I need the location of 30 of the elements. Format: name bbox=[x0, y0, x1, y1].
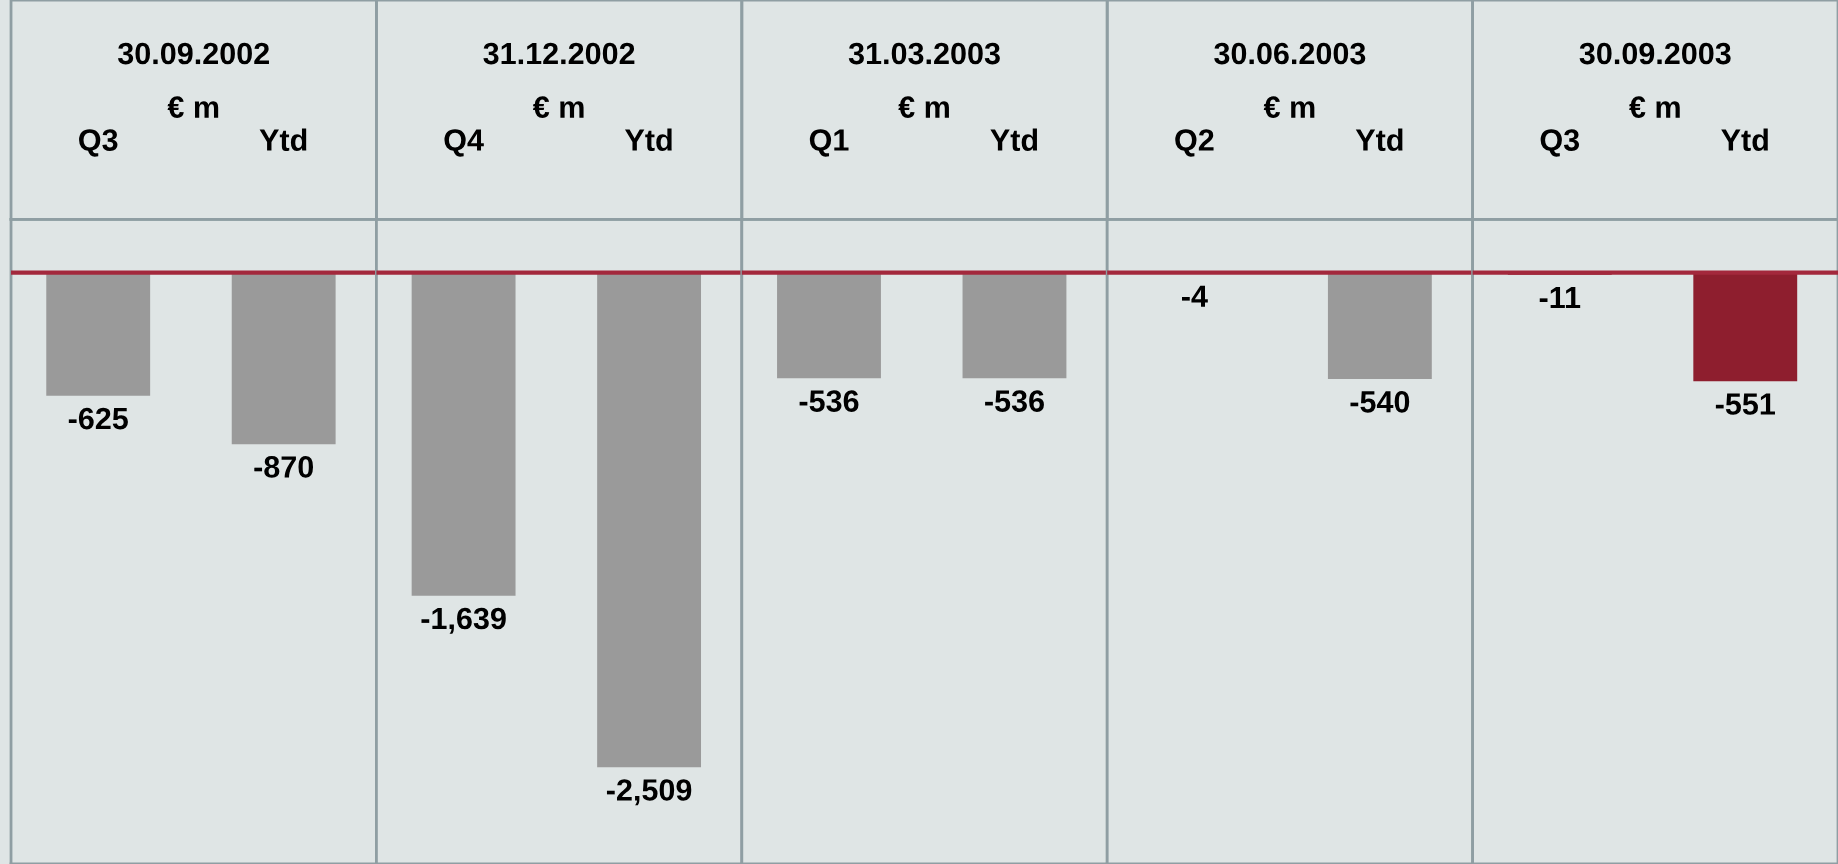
chart-title: 31.12.2002 bbox=[483, 42, 635, 65]
chart-title: 31.03.2003 bbox=[848, 42, 1000, 65]
data-label: -11 bbox=[1539, 287, 1581, 309]
x-tick-label: Q3 bbox=[79, 129, 118, 157]
chart-title: 30.09.2003 bbox=[1579, 42, 1731, 65]
data-label: -625 bbox=[68, 407, 128, 430]
data-label: -870 bbox=[254, 456, 314, 478]
x-tick-label: Q1 bbox=[809, 129, 849, 157]
chart-subtitle: € m bbox=[898, 96, 949, 118]
chart-title: 30.06.2003 bbox=[1214, 42, 1366, 65]
x-tick-label: Ytd bbox=[1721, 128, 1768, 151]
chart-subtitle: € m bbox=[1263, 96, 1315, 118]
data-label: -536 bbox=[985, 390, 1044, 412]
chart-subtitle: € m bbox=[167, 96, 219, 118]
data-label: -4 bbox=[1182, 285, 1208, 307]
chart-subtitle: € m bbox=[532, 96, 584, 118]
data-label: -551 bbox=[1715, 393, 1775, 415]
x-tick-label: Q3 bbox=[1540, 129, 1580, 157]
data-label: -540 bbox=[1350, 391, 1410, 413]
chart-subtitle: € m bbox=[1629, 96, 1680, 118]
x-tick-label: Q2 bbox=[1175, 129, 1214, 157]
data-label: -1,639 bbox=[421, 607, 506, 634]
x-tick-label: Q4 bbox=[444, 129, 484, 157]
data-label: -536 bbox=[799, 390, 859, 412]
x-tick-label: Ytd bbox=[624, 128, 672, 151]
x-tick-label: Ytd bbox=[1355, 128, 1403, 151]
chart-title: 30.09.2002 bbox=[117, 42, 269, 65]
data-label: -2,509 bbox=[606, 779, 692, 806]
x-tick-label: Ytd bbox=[259, 128, 307, 151]
x-tick-label: Ytd bbox=[990, 128, 1038, 151]
